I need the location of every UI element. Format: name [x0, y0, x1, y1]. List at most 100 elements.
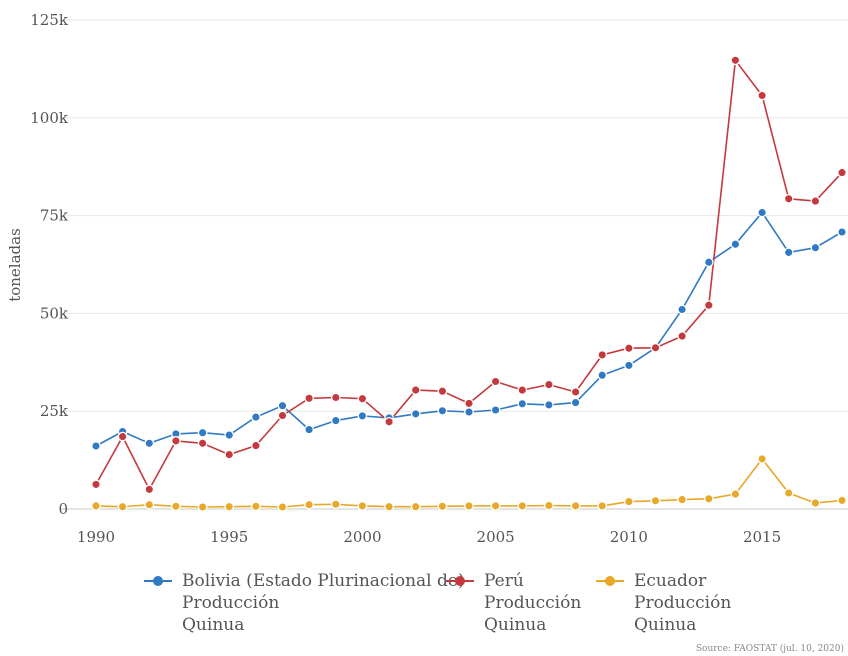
data-point[interactable] — [437, 405, 448, 416]
legend-item-2[interactable]: Ecuador Producción Quinua — [590, 570, 731, 636]
data-point[interactable] — [517, 385, 528, 395]
data-point[interactable] — [703, 493, 714, 504]
data-point[interactable] — [464, 501, 474, 511]
data-point[interactable] — [384, 501, 394, 512]
data-point[interactable] — [277, 502, 288, 512]
data-point[interactable] — [197, 438, 208, 449]
data-point[interactable] — [437, 501, 448, 512]
data-point[interactable] — [224, 430, 235, 440]
data-point[interactable] — [144, 499, 155, 510]
data-point[interactable] — [730, 239, 741, 250]
data-point[interactable] — [144, 484, 155, 495]
data-point[interactable] — [357, 393, 368, 404]
data-point[interactable] — [171, 501, 181, 512]
y-tick-label: 75k — [40, 207, 69, 225]
data-point[interactable] — [251, 440, 261, 451]
legend-label: Perú Producción Quinua — [484, 571, 582, 635]
data-point[interactable] — [330, 499, 341, 510]
data-point[interactable] — [757, 90, 767, 101]
data-point[interactable] — [357, 411, 368, 421]
data-point[interactable] — [677, 331, 687, 341]
data-point[interactable] — [117, 431, 128, 442]
data-point[interactable] — [544, 500, 554, 511]
legend-marker — [440, 570, 480, 590]
data-point[interactable] — [410, 409, 421, 419]
data-point[interactable] — [304, 499, 314, 510]
data-point[interactable] — [677, 304, 687, 315]
data-point[interactable] — [91, 441, 101, 451]
data-point[interactable] — [624, 343, 634, 354]
data-point[interactable] — [757, 454, 767, 464]
data-point[interactable] — [837, 227, 847, 237]
data-point[interactable] — [384, 416, 394, 427]
data-point[interactable] — [304, 393, 314, 404]
data-point[interactable] — [624, 496, 634, 507]
data-point[interactable] — [650, 342, 661, 353]
legend-item-0[interactable]: Bolivia (Estado Plurinacional de) Produc… — [138, 570, 465, 636]
data-point[interactable] — [730, 55, 741, 66]
data-point[interactable] — [810, 242, 821, 253]
data-point[interactable] — [570, 501, 581, 511]
data-point[interactable] — [464, 398, 474, 409]
data-point[interactable] — [783, 193, 794, 204]
data-point[interactable] — [597, 501, 608, 511]
data-point[interactable] — [783, 247, 794, 258]
data-point[interactable] — [330, 392, 341, 403]
data-point[interactable] — [277, 410, 288, 421]
legend-item-1[interactable]: Perú Producción Quinua — [440, 570, 581, 636]
series-line-1 — [95, 59, 843, 491]
data-point[interactable] — [490, 501, 501, 511]
x-tick-label: 2015 — [743, 528, 781, 546]
x-tick-label: 1990 — [77, 528, 115, 546]
data-point[interactable] — [171, 436, 181, 446]
data-point[interactable] — [624, 360, 634, 371]
y-tick-label: 0 — [58, 500, 68, 518]
data-point[interactable] — [197, 502, 208, 512]
data-point[interactable] — [277, 400, 288, 411]
data-point[interactable] — [251, 412, 261, 422]
data-point[interactable] — [464, 407, 474, 417]
data-point[interactable] — [224, 501, 235, 512]
data-point[interactable] — [517, 501, 528, 511]
data-point[interactable] — [544, 379, 554, 390]
data-point[interactable] — [197, 427, 208, 438]
data-point[interactable] — [703, 300, 714, 311]
data-point[interactable] — [490, 376, 501, 387]
data-point[interactable] — [597, 370, 608, 381]
data-point[interactable] — [117, 501, 128, 512]
data-point[interactable] — [730, 489, 741, 499]
data-point[interactable] — [837, 495, 847, 506]
data-point[interactable] — [677, 494, 687, 505]
x-tick-label: 1995 — [210, 528, 248, 546]
data-point[interactable] — [517, 398, 528, 409]
data-point[interactable] — [810, 196, 821, 206]
data-point[interactable] — [410, 385, 421, 395]
data-point[interactable] — [437, 386, 448, 397]
data-point[interactable] — [91, 501, 101, 511]
data-point[interactable] — [544, 400, 554, 410]
data-point[interactable] — [144, 438, 155, 449]
data-point[interactable] — [570, 387, 581, 397]
data-point[interactable] — [703, 257, 714, 268]
x-tick-label: 2010 — [610, 528, 648, 546]
data-point[interactable] — [837, 167, 847, 178]
data-point[interactable] — [757, 207, 767, 218]
data-point[interactable] — [570, 397, 581, 408]
data-points — [91, 55, 847, 512]
data-point[interactable] — [304, 424, 314, 435]
data-point[interactable] — [490, 405, 501, 415]
data-point[interactable] — [650, 495, 661, 506]
data-point[interactable] — [783, 488, 794, 498]
data-point[interactable] — [330, 415, 341, 426]
data-point[interactable] — [251, 501, 261, 512]
data-point[interactable] — [410, 501, 421, 512]
data-point[interactable] — [810, 498, 821, 508]
x-tick-label: 2000 — [343, 528, 381, 546]
series-lines — [95, 59, 843, 508]
data-point[interactable] — [91, 479, 101, 490]
data-point[interactable] — [357, 501, 368, 511]
legend: Bolivia (Estado Plurinacional de) Produc… — [0, 570, 848, 640]
data-point[interactable] — [224, 449, 235, 460]
data-point[interactable] — [597, 350, 608, 360]
